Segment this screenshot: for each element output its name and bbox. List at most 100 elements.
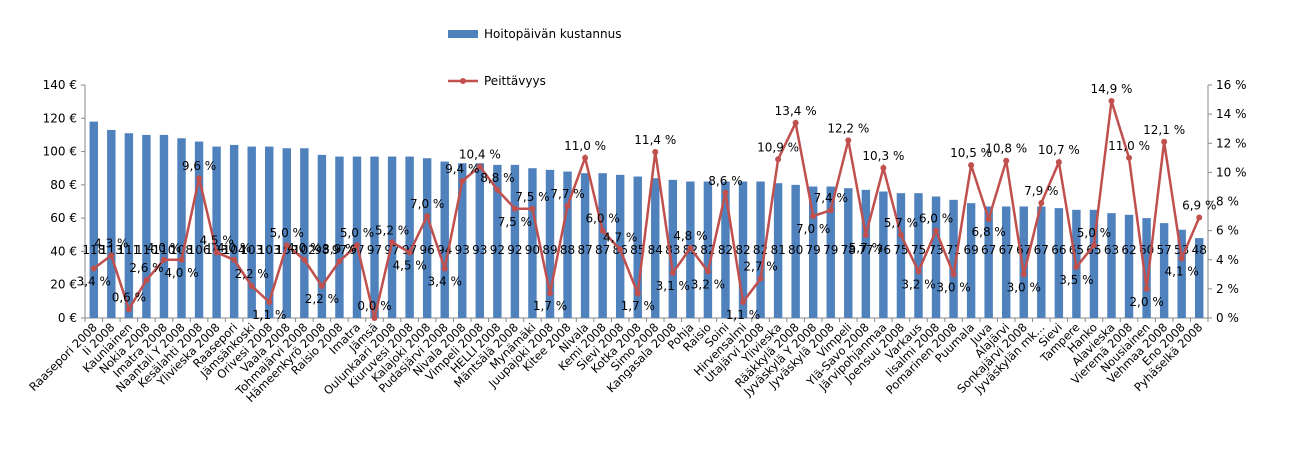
bar-data-label: 118	[82, 243, 105, 257]
line-data-label: 6,9 %	[1182, 199, 1216, 213]
line-data-label: 4,7 %	[603, 231, 637, 245]
bar	[615, 174, 625, 318]
bar	[756, 181, 765, 318]
line-data-label: 13,4 %	[775, 104, 817, 118]
bar	[563, 171, 572, 318]
line-data-label: 5,7 %	[884, 216, 918, 230]
line-point	[108, 252, 115, 259]
bar	[668, 179, 678, 318]
bar	[738, 181, 748, 318]
right-tick-label: 12 %	[1216, 136, 1247, 150]
line-data-label: 3,5 %	[1059, 273, 1093, 287]
line-point	[476, 163, 483, 170]
bar-data-label: 75	[893, 243, 908, 257]
line-point	[1038, 199, 1045, 206]
line-point	[178, 256, 185, 263]
bar	[879, 191, 888, 318]
line-data-label: 2,2 %	[305, 292, 339, 306]
line-point	[406, 249, 413, 256]
line-point	[1073, 264, 1080, 271]
line-data-label: 6,0 %	[585, 212, 619, 226]
line-data-label: 6,8 %	[972, 225, 1006, 239]
bar	[545, 169, 555, 318]
line-data-label: 5,7 %	[849, 241, 883, 255]
bar	[1177, 229, 1186, 318]
bar-data-label: 87	[595, 243, 610, 257]
line-point	[810, 213, 817, 220]
line-data-label: 7,9 %	[1024, 184, 1058, 198]
line-point	[511, 205, 518, 212]
bar-data-label: 63	[1104, 243, 1119, 257]
line-point	[248, 282, 255, 289]
line-data-label: 10,9 %	[757, 140, 799, 154]
line-data-label: 3,4 %	[77, 274, 111, 288]
line-data-label: 10,5 %	[950, 146, 992, 160]
line-data-label: 0,6 %	[112, 290, 146, 304]
bar-data-label: 97	[332, 243, 347, 257]
bar	[896, 193, 906, 318]
line-point	[564, 202, 571, 209]
bar	[826, 186, 835, 318]
bar	[931, 196, 941, 318]
right-tick-label: 14 %	[1216, 107, 1247, 121]
line-point	[283, 242, 290, 249]
bar	[1107, 213, 1116, 318]
line-point	[599, 227, 606, 234]
line-point	[1161, 138, 1168, 145]
line-point	[1003, 157, 1010, 164]
legend-line-marker	[460, 78, 466, 84]
line-data-label: 3,2 %	[901, 277, 935, 291]
bar-data-label: 92	[507, 243, 522, 257]
line-point	[1090, 242, 1097, 249]
line-data-label: 2,6 %	[129, 261, 163, 275]
bar-data-label: 80	[788, 243, 803, 257]
bar-data-label: 79	[823, 243, 838, 257]
line-data-label: 3,0 %	[936, 280, 970, 294]
line-data-label: 12,2 %	[827, 121, 869, 135]
bar-data-label: 93	[455, 243, 470, 257]
bar	[282, 148, 292, 318]
line-data-label: 7,5 %	[515, 190, 549, 204]
bar-data-label: 81	[770, 243, 785, 257]
bar-data-label: 89	[542, 243, 557, 257]
bar	[528, 168, 537, 318]
line-data-label: 5,2 %	[375, 223, 409, 237]
bar-data-label: 66	[1051, 243, 1066, 257]
line-data-label: 10,4 %	[459, 148, 501, 162]
bar-data-label: 67	[981, 243, 996, 257]
bar	[317, 154, 327, 318]
bar	[405, 156, 414, 318]
bar-data-label: 82	[735, 243, 750, 257]
line-point	[125, 306, 132, 313]
line-data-label: 11,0 %	[1108, 139, 1150, 153]
line-point	[897, 231, 904, 238]
bar-data-label: 92	[490, 243, 505, 257]
bar	[1159, 223, 1169, 318]
line-point	[494, 186, 501, 193]
bar	[370, 156, 379, 318]
right-tick-label: 4 %	[1216, 253, 1239, 267]
line-data-label: 11,4 %	[634, 133, 676, 147]
line-data-label: 7,0 %	[410, 197, 444, 211]
bar-data-label: 106	[188, 243, 211, 257]
legend-bar-label: Hoitopäivän kustannus	[484, 27, 622, 41]
bar	[177, 138, 186, 318]
bar	[791, 184, 800, 318]
bar-data-label: 104	[223, 243, 246, 257]
line-data-label: 7,5 %	[498, 215, 532, 229]
right-tick-label: 10 %	[1216, 165, 1247, 179]
line-point	[266, 298, 273, 305]
line-data-label: 12,1 %	[1143, 123, 1185, 137]
bar	[387, 156, 397, 318]
bar	[458, 163, 467, 318]
bar	[861, 189, 871, 318]
line-data-label: 10,7 %	[1038, 143, 1080, 157]
line-data-label: 1,7 %	[621, 299, 655, 313]
line-series-path	[93, 100, 1201, 319]
bar	[949, 199, 958, 318]
bar-data-label: 82	[718, 243, 733, 257]
legend-line-label: Peittävyys	[484, 74, 546, 88]
line-point	[933, 227, 940, 234]
bar-data-label: 93	[472, 243, 487, 257]
bar-data-label: 57	[1156, 243, 1171, 257]
